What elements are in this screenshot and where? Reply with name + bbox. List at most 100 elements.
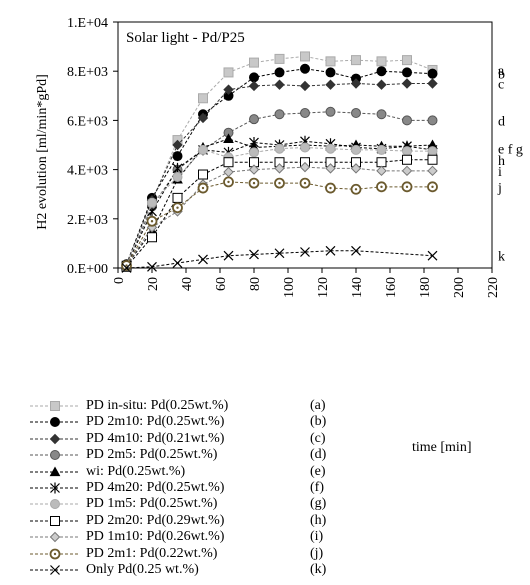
data-point bbox=[198, 254, 208, 265]
data-point bbox=[376, 181, 387, 193]
series-end-label: c bbox=[498, 78, 504, 93]
legend-label: PD 2m1: Pd(0.22wt.%) bbox=[86, 545, 218, 561]
data-point bbox=[274, 177, 285, 189]
series-end-label: k bbox=[498, 250, 505, 265]
data-point bbox=[147, 232, 157, 243]
data-point bbox=[223, 250, 234, 261]
y-tick-label: 1.E+04 bbox=[67, 16, 108, 31]
data-point bbox=[376, 157, 387, 168]
legend-item: Only Pd(0.25 wt.%) (k) bbox=[28, 562, 368, 578]
y-tick-label: 8.E+03 bbox=[67, 65, 108, 80]
data-point bbox=[172, 258, 183, 269]
legend-letter: (f) bbox=[310, 479, 324, 495]
series-f bbox=[121, 135, 438, 272]
legend-swatch bbox=[30, 466, 80, 476]
data-point bbox=[325, 106, 336, 117]
x-tick-label: 180 bbox=[418, 277, 433, 298]
data-point bbox=[223, 176, 234, 188]
series-line bbox=[126, 159, 433, 268]
axes: 0.E+00 2.E+03 4.E+03 6.E+03 8.E+03 1.E+04 0 20 4… bbox=[67, 16, 501, 298]
legend-label: PD 1m10: Pd(0.26wt.%) bbox=[86, 529, 225, 545]
data-point bbox=[299, 80, 311, 92]
data-point bbox=[376, 79, 387, 90]
legend-swatch bbox=[30, 450, 80, 461]
legend-label: PD 4m20: Pd(0.25wt.%) bbox=[86, 479, 225, 495]
series-end-label: i bbox=[498, 165, 502, 180]
legend-item: PD 2m10: Pd(0.25wt.%) (b) bbox=[28, 414, 368, 430]
data-point bbox=[351, 108, 361, 119]
data-point bbox=[325, 163, 336, 174]
data-point bbox=[172, 171, 183, 182]
series-end-label: e f g bbox=[498, 143, 523, 158]
data-point bbox=[198, 169, 208, 180]
series-d bbox=[121, 106, 438, 271]
series-c bbox=[121, 78, 438, 271]
x-tick-label: 120 bbox=[316, 277, 331, 298]
legend-letter: (b) bbox=[310, 414, 327, 430]
legend-marker bbox=[50, 482, 60, 494]
data-point bbox=[249, 72, 259, 83]
data-point bbox=[274, 143, 285, 154]
legend-item: PD 1m10: Pd(0.26wt.%) (i) bbox=[28, 529, 368, 545]
legend-label: PD 2m20: Pd(0.29wt.%) bbox=[86, 512, 225, 528]
data-point bbox=[274, 248, 285, 259]
y-tick-label: 4.E+03 bbox=[67, 164, 108, 179]
data-point bbox=[350, 163, 362, 174]
legend-marker bbox=[50, 450, 60, 461]
legend-marker bbox=[50, 564, 60, 575]
legend-label: wi: Pd(0.25wt.%) bbox=[86, 463, 186, 479]
legend-item: PD 2m1: Pd(0.22wt.%) (j) bbox=[28, 546, 368, 562]
legend-item: wi: Pd(0.25wt.%) (e) bbox=[28, 464, 368, 480]
data-point bbox=[147, 261, 157, 272]
data-point bbox=[249, 114, 259, 125]
data-point bbox=[223, 157, 234, 168]
series-line bbox=[126, 111, 433, 266]
series-end-label: h bbox=[498, 154, 505, 169]
data-point bbox=[249, 57, 259, 68]
legend: PD in-situ: Pd(0.25wt.%) (a) PD 2m10: Pd(0… bbox=[28, 398, 368, 578]
data-point bbox=[198, 144, 208, 155]
data-point bbox=[402, 55, 412, 66]
legend-marker bbox=[49, 466, 61, 476]
legend-letter: (h) bbox=[310, 512, 327, 528]
legend-swatch bbox=[30, 564, 80, 575]
data-point bbox=[249, 137, 259, 149]
x-tick-label: 60 bbox=[214, 277, 229, 291]
data-point bbox=[223, 133, 234, 143]
data-point bbox=[172, 202, 183, 214]
y-tick-label: 6.E+03 bbox=[67, 114, 108, 129]
x-tick-label: 40 bbox=[180, 277, 195, 291]
x-axis-label: time [min] bbox=[412, 440, 472, 455]
legend-item: PD in-situ: Pd(0.25wt.%) (a) bbox=[28, 398, 368, 414]
series-end-label: b bbox=[498, 68, 505, 83]
data-point bbox=[427, 165, 438, 177]
legend-swatch bbox=[30, 482, 80, 494]
data-point bbox=[121, 263, 132, 273]
data-point bbox=[402, 146, 412, 157]
x-tick-label: 200 bbox=[452, 277, 467, 298]
data-point bbox=[376, 165, 387, 177]
data-point bbox=[300, 51, 310, 62]
series-end-label: a bbox=[498, 64, 505, 79]
data-point bbox=[223, 84, 234, 95]
legend-label: PD in-situ: Pd(0.25wt.%) bbox=[86, 398, 229, 413]
data-point bbox=[427, 250, 438, 261]
legend-label: PD 2m10: Pd(0.25wt.%) bbox=[86, 414, 225, 430]
legend-marker bbox=[49, 531, 61, 543]
data-point bbox=[325, 67, 336, 78]
data-point bbox=[350, 183, 362, 195]
data-point bbox=[198, 93, 208, 104]
legend-swatch bbox=[30, 548, 80, 559]
series-j bbox=[121, 176, 438, 271]
x-tick-label: 220 bbox=[486, 277, 501, 298]
data-point bbox=[249, 147, 259, 158]
y-tick-label: 0.E+00 bbox=[67, 262, 108, 277]
legend-swatch bbox=[30, 515, 80, 526]
data-point bbox=[427, 154, 438, 165]
legend-marker bbox=[50, 417, 60, 428]
data-point bbox=[197, 182, 209, 194]
data-point bbox=[376, 66, 387, 77]
series-line bbox=[126, 250, 433, 269]
legend-letter: (c) bbox=[310, 430, 326, 446]
legend-letter: (j) bbox=[310, 545, 324, 561]
